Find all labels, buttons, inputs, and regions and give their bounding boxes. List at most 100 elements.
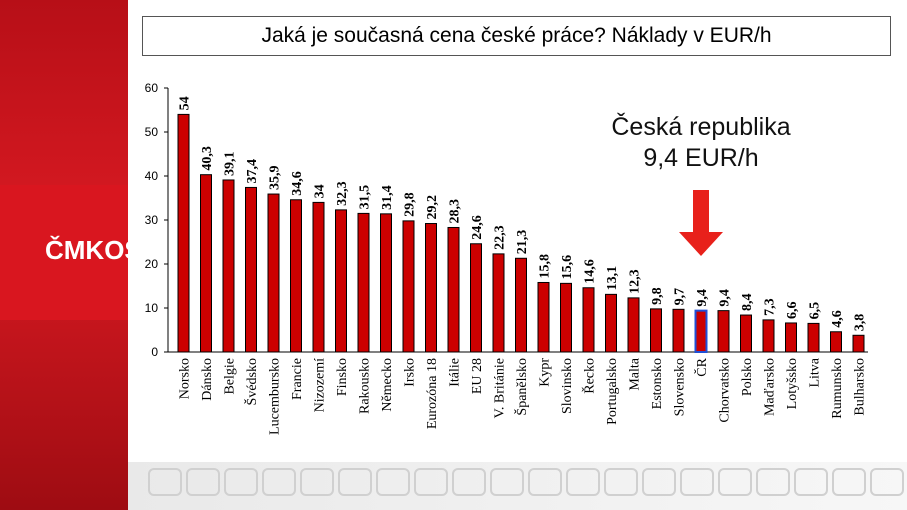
bar-value-label: 7,3	[763, 298, 778, 316]
bar	[740, 314, 752, 353]
category-label: Maďarsko	[763, 358, 778, 416]
category-label: Rumunsko	[830, 358, 845, 419]
partner-logo	[338, 468, 372, 496]
bar-value-label: 9,7	[673, 288, 688, 306]
category-label: Portugalsko	[605, 358, 620, 425]
category-label: Finsko	[335, 358, 350, 396]
y-tick-label: 40	[145, 169, 159, 183]
category-label: Kypr	[538, 358, 553, 387]
bar-value-label: 21,3	[515, 230, 530, 255]
bar	[717, 310, 730, 353]
annotation-line1: Česká republika	[611, 113, 791, 141]
bar-value-label: 35,9	[268, 166, 283, 191]
bar	[402, 220, 415, 353]
partner-logo	[490, 468, 524, 496]
bar	[560, 282, 572, 353]
bar	[222, 179, 235, 353]
bar-value-label: 40,3	[200, 146, 215, 171]
bar-value-label: 9,4	[718, 289, 733, 307]
cz-annotation: Česká republika 9,4 EUR/h	[576, 112, 826, 174]
bar-value-label: 34	[313, 184, 328, 198]
partner-logo	[300, 468, 334, 496]
bar	[425, 223, 437, 353]
bar-value-label: 3,8	[853, 314, 868, 332]
bar	[582, 287, 595, 353]
partner-logo	[452, 468, 486, 496]
bar-value-label: 6,6	[785, 301, 800, 319]
category-label: Polsko	[740, 358, 755, 396]
bar	[177, 113, 190, 353]
partner-logo	[224, 468, 258, 496]
y-tick-label: 0	[151, 345, 158, 359]
bar-value-label: 15,6	[560, 255, 575, 280]
bar-value-label: 31,4	[380, 185, 395, 210]
partner-logo	[566, 468, 600, 496]
bar-value-label: 39,1	[223, 151, 238, 176]
annotation-line2: 9,4 EUR/h	[643, 144, 759, 172]
bar	[672, 308, 685, 353]
bar	[312, 201, 325, 353]
bar	[807, 322, 820, 353]
partner-logo	[870, 468, 904, 496]
bar-value-label: 32,3	[335, 181, 350, 206]
bar-value-label: 22,3	[493, 225, 508, 250]
bar-value-label: 28,3	[448, 199, 463, 224]
bar-value-label: 6,5	[808, 302, 823, 320]
category-label: Švédsko	[243, 358, 260, 405]
partner-logo	[186, 468, 220, 496]
bar-value-label: 13,1	[605, 266, 620, 291]
category-label: Německo	[380, 358, 395, 412]
bar	[694, 309, 708, 354]
bar-value-label: 15,8	[538, 254, 553, 279]
bar	[605, 293, 617, 353]
bar	[785, 322, 797, 353]
category-label: Slovensko	[673, 358, 688, 416]
partner-logo	[148, 468, 182, 496]
bar-value-label: 29,2	[425, 195, 440, 220]
bar-value-label: 4,6	[830, 310, 845, 328]
bar	[357, 212, 370, 353]
category-label: Chorvatsko	[718, 358, 733, 423]
category-label: Španělsko	[513, 358, 530, 416]
bar	[267, 193, 280, 353]
partner-logo	[642, 468, 676, 496]
partner-logo	[718, 468, 752, 496]
partner-logo	[528, 468, 562, 496]
category-label: EU 28	[470, 358, 485, 394]
bar	[245, 186, 257, 353]
category-label: Bulharsko	[853, 358, 868, 416]
bar	[290, 199, 302, 353]
bar	[515, 257, 527, 353]
partner-logo	[262, 468, 296, 496]
bar	[852, 334, 865, 353]
category-label: ČR	[693, 357, 710, 376]
partner-logo	[414, 468, 448, 496]
chart-background	[128, 0, 907, 460]
bar-value-label: 29,8	[403, 192, 418, 217]
category-label: Litva	[808, 357, 823, 387]
partner-logo	[756, 468, 790, 496]
chart-title: Jaká je současná cena české práce? Nákla…	[142, 16, 891, 56]
category-label: Rakousko	[358, 358, 373, 414]
y-tick-label: 20	[145, 257, 159, 271]
category-label: Irsko	[403, 358, 418, 387]
partner-logo	[604, 468, 638, 496]
bar-value-label: 12,3	[628, 269, 643, 294]
bar-value-label: 9,4	[695, 289, 710, 307]
category-label: Estonsko	[650, 358, 665, 409]
partner-logo	[680, 468, 714, 496]
bar	[627, 297, 640, 353]
y-tick-label: 60	[145, 81, 159, 95]
bar	[470, 243, 482, 353]
bar-value-label: 54	[178, 96, 193, 110]
category-label: Malta	[628, 357, 643, 390]
category-label: Dánsko	[200, 358, 215, 401]
category-label: Lucembursko	[268, 358, 283, 435]
bar-value-label: 31,5	[358, 185, 373, 210]
arrow-down-icon	[679, 190, 723, 256]
partner-logo-strip	[128, 462, 907, 510]
category-label: Itálie	[448, 358, 463, 387]
category-label: Eurozóna 18	[425, 358, 440, 429]
bar-value-label: 9,8	[650, 287, 665, 305]
category-label: Norsko	[178, 358, 193, 399]
